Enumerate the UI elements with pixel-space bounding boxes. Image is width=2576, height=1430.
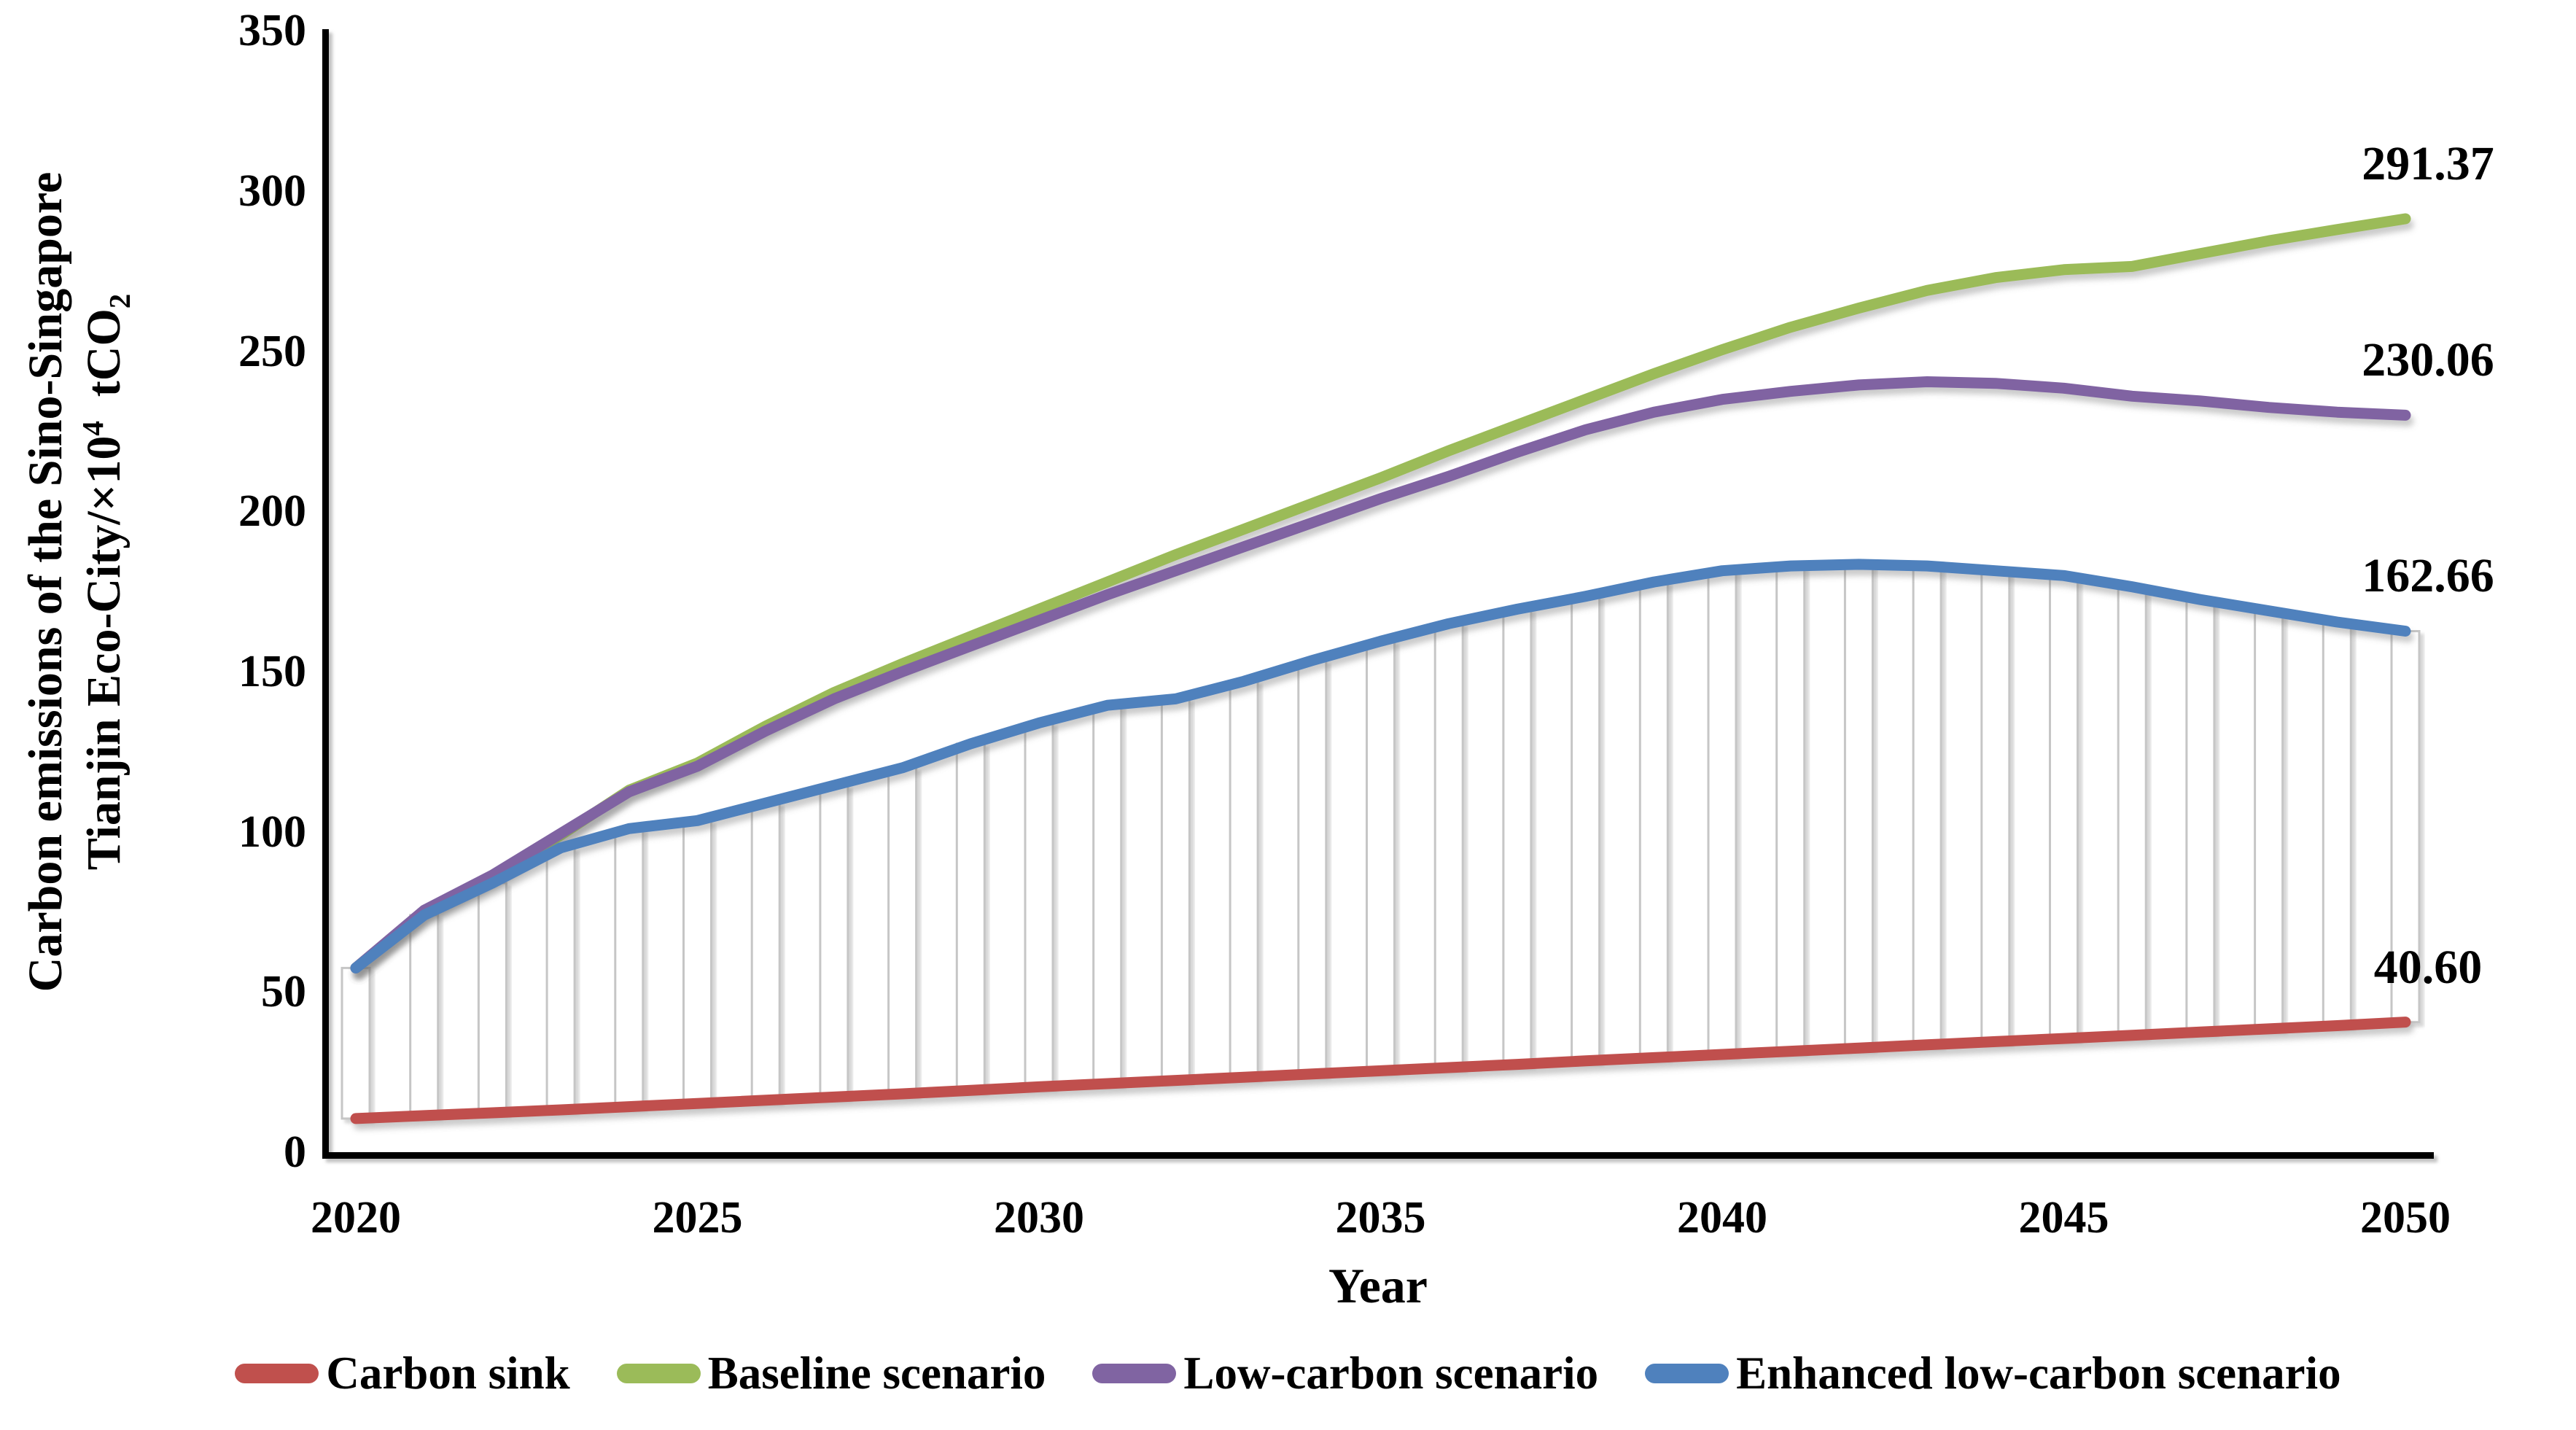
updown-bar-2033 — [1229, 680, 1259, 1079]
updown-bar-2027 — [819, 784, 849, 1098]
y-tick-200: 200 — [238, 486, 306, 537]
updown-bar-2022 — [477, 882, 507, 1114]
legend-item-baseline-scenario: Baseline scenario — [616, 1344, 1046, 1402]
updown-bar-2045 — [2049, 574, 2079, 1040]
updown-bar-2039 — [1638, 580, 1669, 1059]
x-tick-2035: 2035 — [1335, 1193, 1426, 1243]
updown-bar-2026 — [750, 801, 781, 1102]
y-axis-line — [322, 29, 329, 1159]
updown-bar-2046 — [2117, 586, 2147, 1037]
y-tick-150: 150 — [238, 647, 306, 697]
legend-label-enhanced-low-carbon-scenario: Enhanced low-carbon scenario — [1736, 1348, 2341, 1399]
y-tick-100: 100 — [238, 807, 306, 857]
updown-bar-2030 — [1024, 721, 1054, 1088]
legend-swatch-enhanced-low-carbon-scenario — [1645, 1363, 1729, 1383]
legend-swatch-low-carbon-scenario — [1092, 1363, 1177, 1383]
legend-swatch-carbon-sink — [235, 1363, 319, 1383]
updown-bar-2031 — [1092, 704, 1123, 1085]
x-tick-2025: 2025 — [652, 1193, 743, 1243]
data-label-carbon-sink: 40.60 — [2373, 940, 2483, 994]
updown-bar-2043 — [1912, 564, 1942, 1046]
series-lines — [350, 213, 2411, 1124]
y-tick-50: 50 — [261, 967, 306, 1017]
series-line-carbon-sink — [350, 1017, 2411, 1124]
x-tick-2040: 2040 — [1677, 1193, 1767, 1243]
legend-item-carbon-sink: Carbon sink — [235, 1344, 570, 1402]
updown-bar-2024 — [614, 827, 645, 1108]
x-axis-title: Year — [1328, 1258, 1428, 1313]
x-tick-2050: 2050 — [2360, 1193, 2451, 1243]
updown-bar-2037 — [1502, 607, 1533, 1066]
updown-bar-2021 — [409, 914, 440, 1117]
legend-label-low-carbon-scenario: Low-carbon scenario — [1183, 1348, 1599, 1399]
updown-bar-2028 — [887, 766, 918, 1095]
x-axis-line — [322, 1152, 2434, 1159]
series-line-low-carbon-scenario — [350, 376, 2411, 974]
legend-swatch-baseline-scenario — [616, 1363, 701, 1383]
updown-bar-2041 — [1775, 564, 1806, 1053]
updown-bar-2044 — [1980, 570, 2011, 1043]
updown-bar-2034 — [1297, 659, 1328, 1076]
y-tick-350: 350 — [238, 6, 306, 56]
subscript-2: 2 — [104, 293, 137, 309]
updown-bar-2029 — [955, 742, 986, 1092]
legend-item-enhanced-low-carbon-scenario: Enhanced low-carbon scenario — [1645, 1344, 2341, 1402]
data-label-enhanced-low-carbon-scenario: 162.66 — [2362, 549, 2494, 603]
y-tick-300: 300 — [238, 166, 306, 217]
updown-bar-2036 — [1433, 622, 1464, 1069]
axes — [322, 29, 2434, 1159]
updown-bar-2038 — [1571, 595, 1601, 1062]
data-label-low-carbon-scenario: 230.06 — [2362, 333, 2494, 387]
updown-bar-2040 — [1707, 570, 1738, 1056]
updown-bar-2048 — [2254, 610, 2284, 1030]
x-tick-2020: 2020 — [311, 1193, 401, 1243]
superscript-4: 4 — [77, 421, 109, 436]
updown-bar-2032 — [1160, 697, 1191, 1082]
updown-bar-2042 — [1843, 563, 1874, 1049]
data-label-baseline-scenario: 291.37 — [2362, 137, 2494, 191]
updown-bar-2025 — [682, 819, 712, 1105]
series-line-enhanced-low-carbon-scenario — [350, 559, 2411, 974]
legend-label-carbon-sink: Carbon sink — [326, 1348, 570, 1399]
updown-bar-2047 — [2185, 598, 2216, 1033]
updown-bar-2035 — [1366, 640, 1396, 1072]
updown-bar-2020 — [341, 966, 371, 1120]
x-tick-2030: 2030 — [994, 1193, 1084, 1243]
updown-bars — [341, 563, 2421, 1120]
y-tick-0: 0 — [284, 1127, 306, 1177]
updown-bar-2023 — [545, 847, 576, 1111]
legend: Carbon sink Baseline scenario Low-carbon s… — [0, 1340, 2576, 1406]
legend-item-low-carbon-scenario: Low-carbon scenario — [1092, 1344, 1598, 1402]
legend-label-baseline-scenario: Baseline scenario — [707, 1348, 1046, 1399]
x-tick-2045: 2045 — [2018, 1193, 2109, 1243]
y-tick-250: 250 — [238, 326, 306, 376]
